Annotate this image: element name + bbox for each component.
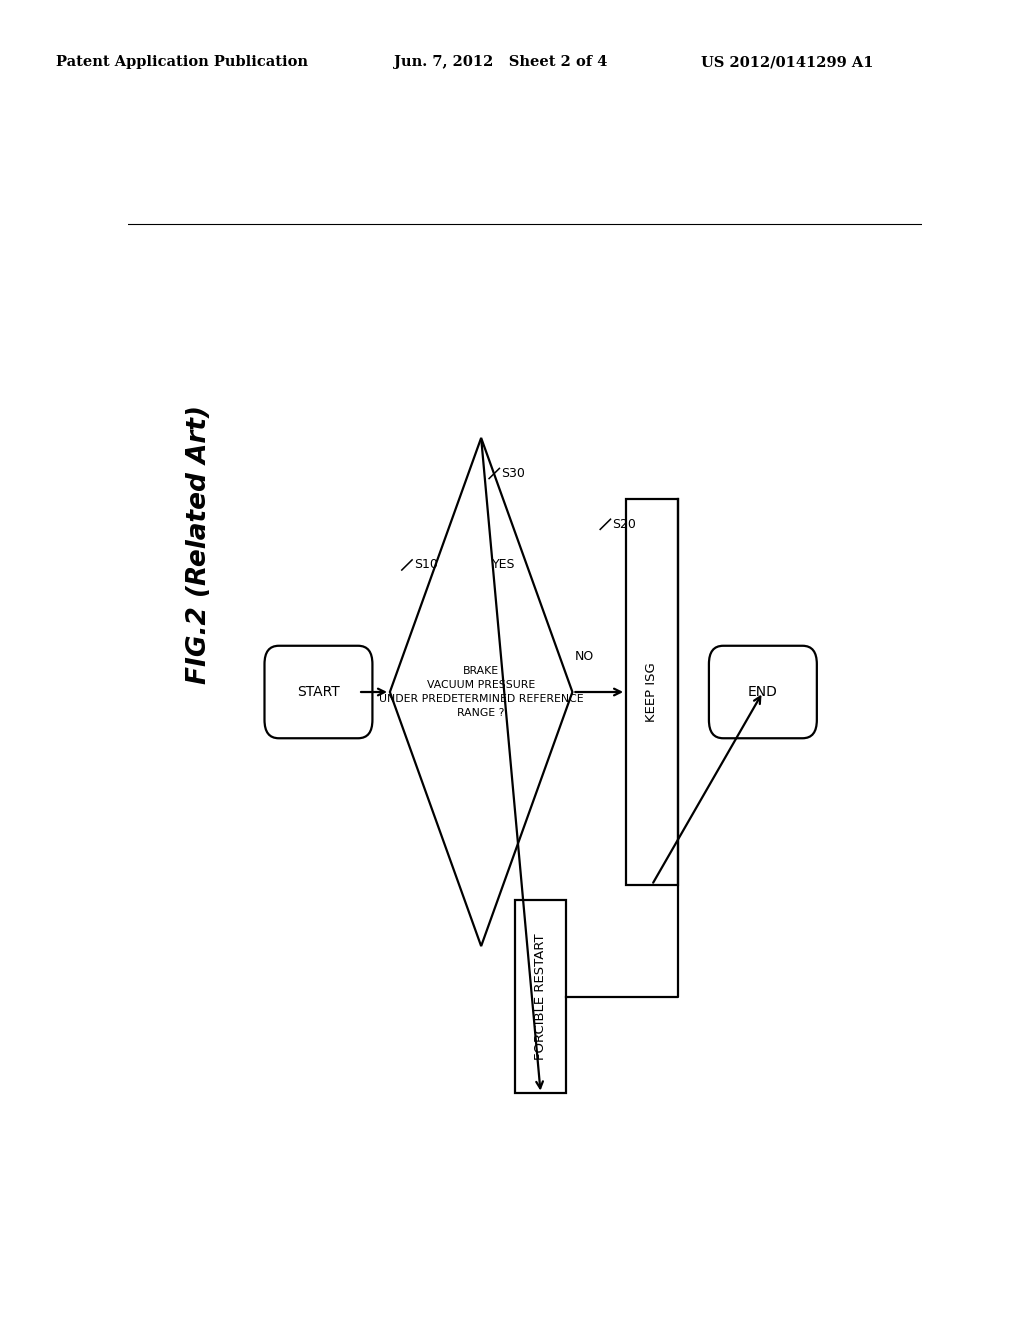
Text: FIG.2 (Related Art): FIG.2 (Related Art): [186, 405, 212, 684]
Text: US 2012/0141299 A1: US 2012/0141299 A1: [701, 55, 873, 70]
Bar: [515, 900, 566, 1093]
Text: END: END: [748, 685, 778, 700]
Text: FORCIBLE RESTART: FORCIBLE RESTART: [535, 933, 547, 1060]
Text: KEEP ISG: KEEP ISG: [645, 663, 658, 722]
FancyBboxPatch shape: [264, 645, 373, 738]
Text: S10: S10: [414, 558, 437, 572]
Text: START: START: [297, 685, 340, 700]
Text: S20: S20: [612, 517, 636, 531]
Text: Patent Application Publication: Patent Application Publication: [56, 55, 308, 70]
Text: YES: YES: [492, 558, 515, 572]
Text: BRAKE
VACUUM PRESSURE
UNDER PREDETERMINED REFERENCE
RANGE ?: BRAKE VACUUM PRESSURE UNDER PREDETERMINE…: [379, 667, 584, 718]
Polygon shape: [390, 438, 572, 946]
Bar: [626, 499, 678, 886]
Text: NO: NO: [574, 649, 594, 663]
Text: S30: S30: [501, 467, 525, 480]
FancyBboxPatch shape: [709, 645, 817, 738]
Text: Jun. 7, 2012   Sheet 2 of 4: Jun. 7, 2012 Sheet 2 of 4: [394, 55, 607, 70]
